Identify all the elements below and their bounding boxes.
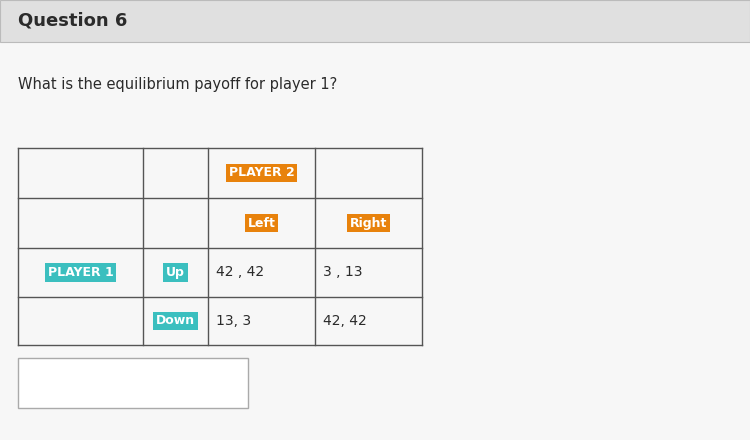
Text: PLAYER 1: PLAYER 1	[48, 266, 113, 279]
Text: Right: Right	[350, 216, 387, 230]
Text: 3 , 13: 3 , 13	[323, 265, 362, 279]
Text: What is the equilibrium payoff for player 1?: What is the equilibrium payoff for playe…	[18, 77, 338, 92]
Text: 42, 42: 42, 42	[323, 314, 367, 328]
Text: 13, 3: 13, 3	[216, 314, 251, 328]
Text: Down: Down	[156, 315, 195, 327]
Text: 42 , 42: 42 , 42	[216, 265, 264, 279]
Text: Up: Up	[166, 266, 185, 279]
Text: PLAYER 2: PLAYER 2	[229, 166, 294, 180]
Text: Left: Left	[248, 216, 275, 230]
Text: Question 6: Question 6	[18, 12, 128, 30]
